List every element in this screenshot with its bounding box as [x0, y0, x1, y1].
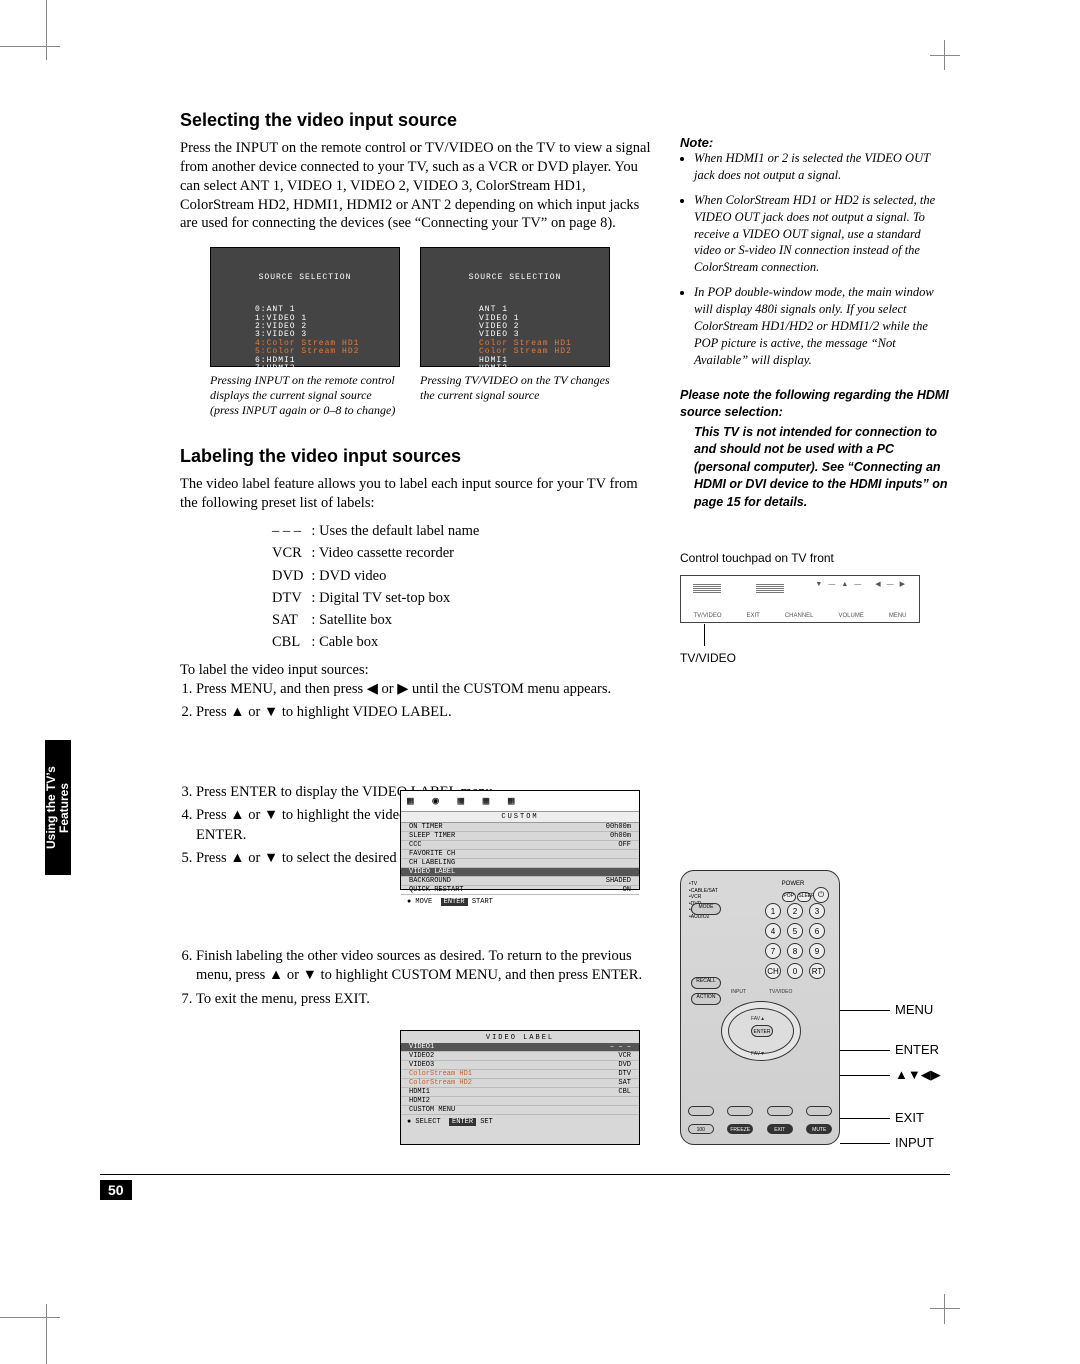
mode-button: MODE — [691, 903, 721, 915]
menu-title: VIDEO LABEL — [401, 1031, 639, 1043]
section-heading-1: Selecting the video input source — [180, 110, 655, 131]
action-button: ACTION — [691, 993, 721, 1005]
osd-title: SOURCE SELECTION — [211, 274, 399, 283]
hdmi-note-body: This TV is not intended for connection t… — [694, 424, 950, 512]
section-body-2: The video label feature allows you to la… — [180, 475, 655, 513]
osd-source-right: SOURCE SELECTION ANT 1VIDEO 1VIDEO 2VIDE… — [420, 247, 610, 367]
menu-footer: SET — [480, 1118, 493, 1126]
power-label: POWER — [782, 881, 805, 887]
crop-mark — [0, 46, 60, 47]
steps-lead: To label the video input sources: — [180, 661, 655, 680]
crop-mark — [930, 1308, 960, 1309]
note-heading: Note: — [680, 135, 950, 150]
menu-footer: ● MOVE — [407, 898, 432, 906]
remote-label: FAV▲ — [751, 1016, 765, 1022]
osd-caption-left: Pressing INPUT on the remote control dis… — [210, 373, 400, 418]
section-heading-2: Labeling the video input sources — [180, 446, 655, 467]
osd-source-left: SOURCE SELECTION 0:ANT 11:VIDEO 12:VIDEO… — [210, 247, 400, 367]
callout-arrows: ▲▼◀▶ — [895, 1067, 941, 1083]
callout-line — [840, 1075, 890, 1076]
power-button-icon: ⏻ — [813, 887, 829, 903]
callout-enter: ENTER — [895, 1042, 939, 1057]
callout-line — [840, 1118, 890, 1119]
remote-diagram: POWER POP SLEEP ⏻ •TV•CABLE/SAT•VCR•DVD•… — [680, 870, 840, 1145]
callout-line — [840, 1143, 890, 1144]
osd-title: SOURCE SELECTION — [421, 274, 609, 283]
label-list: – – –: Uses the default label nameVCR: V… — [270, 519, 481, 655]
menu-footer-btn: ENTER — [441, 898, 468, 906]
note-list: When HDMI1 or 2 is selected the VIDEO OU… — [694, 150, 950, 369]
menu-footer-btn: ENTER — [449, 1118, 476, 1126]
crop-mark — [46, 1304, 47, 1364]
menu-title: CUSTOM — [401, 812, 639, 823]
page-number: 50 — [100, 1180, 132, 1200]
section-body-1: Press the INPUT on the remote control or… — [180, 139, 655, 233]
remote-label: INPUT — [731, 989, 746, 995]
step-list: Finish labeling the other video sources … — [196, 947, 655, 1010]
crop-mark — [944, 1294, 945, 1324]
hdmi-note: Please note the following regarding the … — [680, 387, 950, 512]
crop-mark — [46, 0, 47, 60]
touchpad-leader-label: TV/VIDEO — [680, 651, 950, 665]
osd-video-label-menu: VIDEO LABEL VIDEO1– – –VIDEO2VCRVIDEO3DV… — [400, 1030, 640, 1145]
callout-menu: MENU — [895, 1002, 933, 1017]
remote-btn: SLEEP — [797, 892, 811, 902]
osd-custom-menu: ▦ ◉ ▦ ▦ ▦ CUSTOM ON TIMER00h00mSLEEP TIM… — [400, 790, 640, 890]
enter-button: ENTER — [751, 1025, 773, 1037]
side-tab: Using the TV’s Features — [45, 740, 71, 875]
crop-mark — [930, 55, 960, 56]
callout-line — [840, 1010, 890, 1011]
crop-mark — [0, 1317, 60, 1318]
touchpad-caption: Control touchpad on TV front — [680, 551, 950, 565]
remote-label: FAV▼ — [751, 1051, 765, 1057]
osd-caption-right: Pressing TV/VIDEO on the TV changes the … — [420, 373, 610, 418]
callout-line — [840, 1050, 890, 1051]
touchpad-diagram: ▼—▲— ◀—▶ TV/VIDEOEXITCHANNELVOLUMEMENU — [680, 575, 920, 623]
hdmi-note-lead: Please note the following regarding the … — [680, 387, 950, 422]
page-rule — [100, 1174, 950, 1175]
callout-input: INPUT — [895, 1135, 934, 1150]
recall-button: RECALL — [691, 977, 721, 989]
menu-footer: START — [472, 898, 493, 906]
remote-label: TV/VIDEO — [769, 989, 792, 995]
callout-exit: EXIT — [895, 1110, 924, 1125]
step-list: Press MENU, and then press ◀ or ▶ until … — [196, 680, 655, 723]
menu-footer: ● SELECT — [407, 1118, 441, 1126]
remote-btn: POP — [782, 892, 796, 902]
